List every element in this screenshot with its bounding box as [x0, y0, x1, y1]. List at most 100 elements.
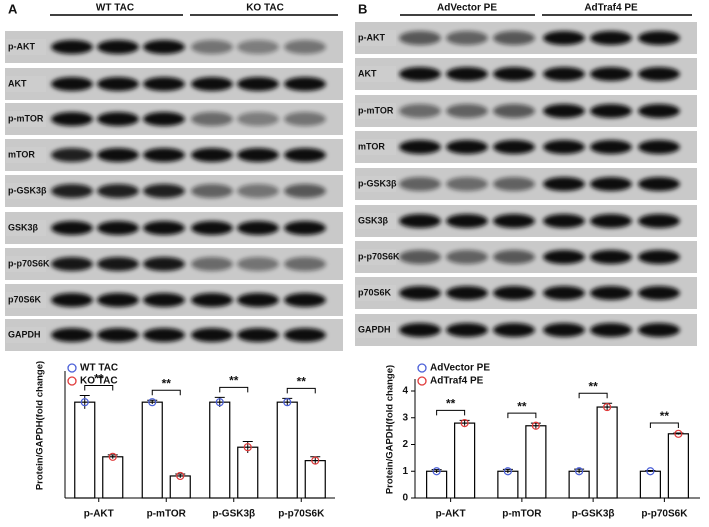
blot-band	[284, 221, 326, 235]
mean-marker	[243, 443, 252, 452]
bar	[304, 460, 326, 499]
mean-marker	[176, 471, 185, 481]
blot-band	[399, 323, 441, 337]
mean-marker	[460, 419, 469, 428]
legend-label: AdTraf4 PE	[430, 376, 484, 387]
blot-band	[638, 31, 680, 45]
blot-band	[51, 112, 93, 126]
blot-band	[191, 257, 233, 271]
row-label: p-mTOR	[8, 113, 44, 123]
mean-marker	[646, 467, 655, 476]
blot-band	[237, 328, 279, 342]
significance-bracket	[286, 387, 316, 394]
significance-bracket	[219, 386, 249, 393]
blot-band	[590, 214, 632, 228]
blot-band	[543, 177, 585, 191]
row-label: p-GSK3β	[8, 185, 47, 195]
x-tick-label: p-mTOR	[502, 509, 542, 520]
y-axis-label: Protein/GAPDH(fold change)	[35, 361, 46, 490]
blot-band	[191, 184, 233, 198]
significance-label: **	[588, 379, 598, 393]
row-label: AKT	[8, 78, 27, 88]
blot-band	[284, 148, 326, 162]
blot-band	[399, 31, 441, 45]
row-label-bg	[356, 176, 396, 192]
x-tick-label: p-AKT	[436, 509, 466, 520]
blot-band	[237, 257, 279, 271]
significance-label: **	[297, 375, 307, 389]
blot-band	[446, 286, 488, 300]
blot-band	[493, 323, 535, 337]
blot-band	[493, 140, 535, 154]
blot-band	[590, 67, 632, 81]
significance-bracket	[578, 392, 608, 399]
blot-band	[97, 328, 139, 342]
mean-marker	[311, 456, 320, 465]
row-label-bg	[356, 66, 396, 82]
blot-band	[543, 250, 585, 264]
row-label: GSK3β	[358, 215, 389, 225]
blot-band	[493, 177, 535, 191]
blot-band	[237, 184, 279, 198]
blot-band	[143, 221, 185, 235]
panel-label: A	[8, 1, 18, 16]
mean-marker	[432, 467, 441, 476]
blot-band	[638, 140, 680, 154]
blot-band	[590, 140, 632, 154]
y-axis-label: Protein/GAPDH(fold change)	[385, 365, 396, 494]
row-label-bg	[356, 103, 396, 119]
mean-marker	[215, 398, 224, 407]
group-label: AdTraf4 PE	[584, 3, 638, 14]
row-label: mTOR	[8, 149, 35, 159]
error-bar	[459, 419, 470, 426]
x-tick-label: p-p70S6K	[278, 509, 325, 520]
blot-band	[191, 112, 233, 126]
row-label-bg	[6, 220, 46, 236]
blot-band	[446, 214, 488, 228]
row-label-bg	[356, 30, 396, 46]
blot-band	[590, 286, 632, 300]
blot-band	[638, 250, 680, 264]
x-tick-label: p-mTOR	[147, 509, 187, 520]
blot-band	[143, 40, 185, 54]
blot-band	[399, 286, 441, 300]
blot-band	[446, 67, 488, 81]
legend-label: AdVector PE	[430, 363, 490, 374]
blot-band	[51, 328, 93, 342]
row-label-bg	[6, 292, 46, 308]
significance-bracket	[649, 422, 679, 428]
row-label-bg	[356, 249, 396, 265]
x-tick-label: p-GSK3β	[572, 509, 615, 520]
blot-band	[446, 140, 488, 154]
blot-band	[590, 323, 632, 337]
blot-band	[143, 112, 185, 126]
row-label: p-AKT	[8, 41, 35, 51]
blot-band	[191, 77, 233, 91]
y-tick-label: 4	[402, 386, 408, 397]
legend-marker	[417, 363, 427, 373]
row-label-bg	[6, 183, 46, 199]
significance-label: **	[517, 399, 527, 413]
legend-label: KO TAC	[80, 376, 118, 387]
blot-band	[638, 104, 680, 118]
blot-band	[493, 214, 535, 228]
blot-band	[493, 67, 535, 81]
blot-band	[191, 221, 233, 235]
blot-band	[284, 40, 326, 54]
blot-band	[543, 104, 585, 118]
blot-band	[543, 67, 585, 81]
blot-band	[399, 104, 441, 118]
significance-label: **	[229, 374, 239, 388]
blot-band	[446, 177, 488, 191]
mean-marker	[503, 467, 512, 476]
row-label-bg	[6, 39, 46, 55]
x-tick-label: p-AKT	[84, 509, 114, 520]
bar	[209, 401, 231, 499]
mean-marker	[108, 452, 117, 461]
blot-band	[493, 31, 535, 45]
blot-band	[493, 286, 535, 300]
error-bar	[530, 422, 541, 429]
mean-marker	[283, 398, 292, 407]
mean-marker	[603, 402, 612, 412]
